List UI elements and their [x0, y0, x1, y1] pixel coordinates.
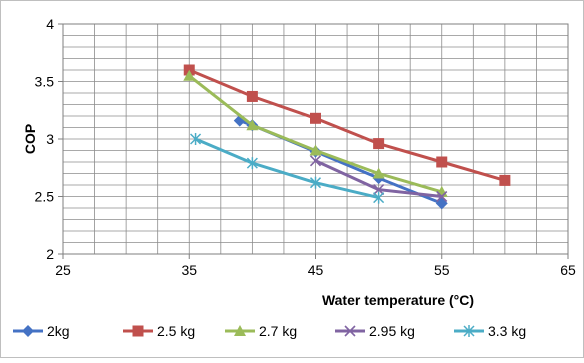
data-point-2-5-kg: [436, 156, 448, 168]
data-point-3-3-kg: [373, 191, 385, 204]
axis-ticks: 25 35 45 55 65 2 2.5 3 3.5 4: [35, 16, 576, 278]
x-tick-label: 55: [434, 262, 450, 278]
data-point-2-5-kg: [246, 90, 258, 102]
y-tick-label: 2: [46, 246, 54, 262]
legend-label-2kg: 2kg: [47, 323, 70, 339]
y-tick-label: 3.5: [35, 74, 55, 90]
y-tick-label: 2.5: [35, 189, 55, 205]
legend: 2kg 2.5 kg 2.7 kg 2.95 kg 3.3 kg: [13, 323, 526, 339]
data-point-2-5-kg: [499, 174, 511, 186]
legend-marker-2-5-kg: [132, 325, 144, 337]
legend-label-2-95-kg: 2.95 kg: [369, 323, 415, 339]
data-point-2-5-kg: [310, 112, 321, 124]
y-tick-label: 4: [46, 16, 54, 32]
data-point-2-95-kg: [373, 184, 385, 196]
x-tick-label: 25: [55, 262, 71, 278]
data-point-3-3-kg: [190, 133, 202, 145]
data-point-2-7-kg: [309, 144, 322, 156]
legend-marker-2kg: [22, 325, 34, 337]
x-tick-label: 45: [308, 262, 324, 278]
legend-label-2-5-kg: 2.5 kg: [157, 323, 195, 339]
data-point-2-7-kg: [372, 167, 385, 179]
data-point-2-5-kg: [373, 138, 385, 150]
x-tick-label: 35: [181, 262, 197, 278]
data-point-3-3-kg: [309, 176, 322, 189]
legend-label-2-7-kg: 2.7 kg: [259, 323, 297, 339]
y-axis-label: COP: [22, 124, 38, 154]
legend-label-3-3-kg: 3.3 kg: [488, 323, 526, 339]
legend-marker-3-3-kg: [463, 325, 475, 337]
series-group: [183, 64, 511, 210]
data-point-2-95-kg: [309, 155, 322, 167]
series-line-3-3-kg: [194, 137, 381, 200]
grid: [62, 23, 569, 255]
x-axis-label: Water temperature (°C): [322, 292, 474, 308]
data-point-2-7-kg: [246, 119, 259, 131]
legend-marker-2-95-kg: [344, 325, 356, 337]
data-point-3-3-kg: [246, 157, 258, 170]
y-tick-label: 3: [46, 131, 54, 147]
x-tick-label: 65: [560, 262, 576, 278]
series-line-2-5-kg: [187, 68, 507, 182]
data-point-2-95-kg: [436, 190, 448, 203]
legend-marker-2-7-kg: [234, 325, 246, 336]
data-point-2-7-kg: [183, 69, 196, 81]
